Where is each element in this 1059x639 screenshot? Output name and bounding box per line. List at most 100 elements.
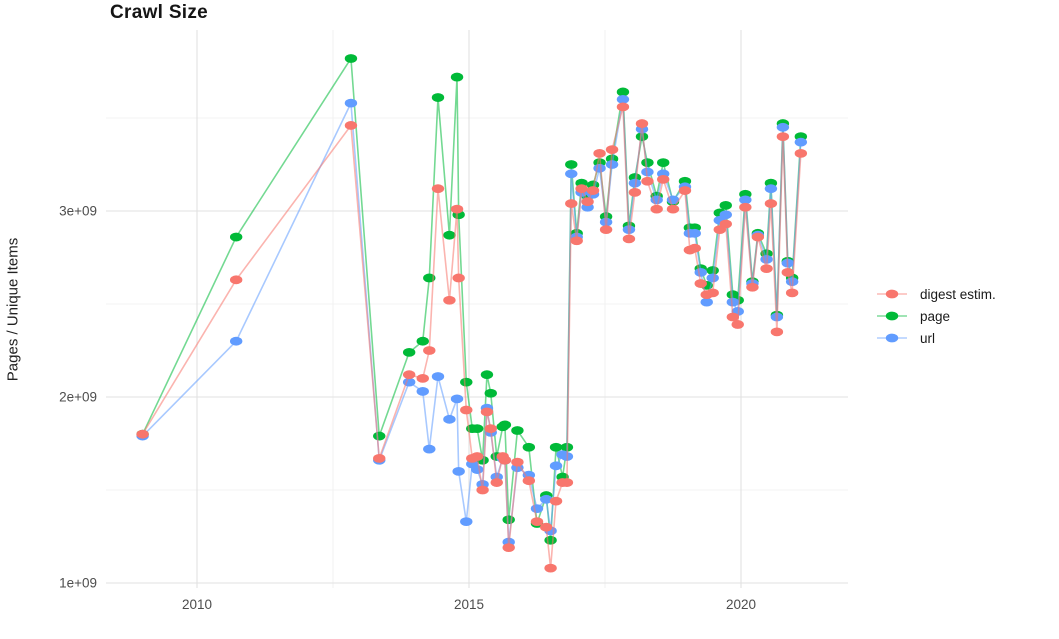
data-point-url [605,160,619,169]
legend-item-url: url [876,330,996,346]
data-point-digest-estim- [593,148,606,158]
data-point-page [431,93,445,102]
data-point-digest-estim- [776,132,790,142]
data-point-page [402,347,416,357]
data-point-digest-estim- [423,346,436,355]
data-point-url [460,517,473,527]
data-point-digest-estim- [498,455,512,465]
data-point-digest-estim- [641,176,654,186]
data-point-digest-estim- [502,543,515,553]
data-point-digest-estim- [706,288,719,298]
data-point-url [641,167,654,177]
data-point-digest-estim- [581,197,594,207]
data-point-digest-estim- [726,312,740,322]
data-point-digest-estim- [540,522,553,532]
data-point-page [450,72,464,82]
data-point-digest-estim- [688,243,701,253]
data-point-url [719,210,732,220]
data-point-digest-estim- [530,517,544,527]
data-point-digest-estim- [229,275,243,285]
data-point-digest-estim- [470,452,484,461]
y-tick-label: 2e+09 [59,390,97,405]
data-point-page [460,377,473,387]
data-point-url [229,336,243,346]
data-point-url [776,122,790,132]
data-point-digest-estim- [136,429,149,439]
chart-title: Crawl Size [110,2,209,23]
data-point-digest-estim- [450,204,464,214]
data-point-digest-estim- [635,119,649,128]
data-point-url [706,273,719,283]
data-point-digest-estim- [616,102,630,112]
data-point-url [764,184,778,194]
data-point-page [641,158,654,168]
data-point-url [694,267,707,277]
page-point-icon [877,311,907,321]
data-point-digest-estim- [344,121,358,130]
data-point-url [470,465,484,474]
data-point-page [416,336,429,346]
data-point-digest-estim- [785,288,799,298]
data-point-url [450,394,464,404]
series-line-url [142,98,802,543]
data-point-page [229,232,243,242]
data-point-page [616,87,630,97]
data-point-url [726,297,740,307]
data-point-digest-estim- [570,236,583,246]
url-point-icon [877,333,907,343]
data-point-digest-estim- [622,234,636,244]
data-point-page [657,158,670,168]
data-point-digest-estim- [760,264,773,274]
legend-item-digest: digest estim. [876,286,996,302]
data-point-digest-estim- [522,476,536,486]
y-tick-label: 3e+09 [59,204,97,219]
x-tick-label: 2010 [182,597,212,612]
data-point-digest-estim- [549,496,563,506]
data-point-page [480,370,494,380]
data-point-digest-estim- [452,273,465,283]
legend-label: page [920,308,951,324]
data-point-digest-estim- [694,279,707,288]
data-point-url [794,137,808,147]
data-point-page [565,160,578,169]
data-point-page [373,431,386,441]
data-point-digest-estim- [605,145,619,155]
data-point-page [484,388,497,398]
data-point-page [549,442,563,452]
data-point-url [628,178,642,188]
data-point-url [443,414,456,424]
data-point-digest-estim- [764,199,778,208]
x-tick-label: 2015 [454,597,484,612]
data-point-digest-estim- [476,485,489,495]
data-point-digest-estim- [650,204,663,214]
data-point-digest-estim- [794,148,808,158]
data-point-url [549,461,563,471]
data-point-url [565,169,578,179]
data-point-page [511,426,524,435]
data-point-digest-estim- [739,202,752,212]
data-point-digest-estim- [657,174,670,184]
series-line-digest-estim- [141,106,802,569]
data-point-digest-estim- [490,478,503,487]
data-point-digest-estim- [443,295,456,305]
data-point-url [530,504,544,513]
data-point-url [344,98,358,108]
data-point-page [470,424,484,434]
data-point-digest-estim- [666,204,680,214]
data-point-page [344,54,358,63]
y-tick-label: 1e+09 [59,576,97,591]
data-point-digest-estim- [719,219,732,229]
data-point-digest-estim- [599,225,613,235]
data-point-digest-estim- [586,186,600,195]
data-point-url [739,195,752,205]
chart-legend: digest estim. page url [876,286,996,346]
data-point-page [635,132,649,142]
data-point-digest-estim- [480,407,494,417]
data-point-url [540,494,553,504]
data-point-digest-estim- [431,184,445,194]
data-point-url [416,387,429,396]
data-point-digest-estim- [373,453,386,463]
data-point-url [616,95,630,104]
data-point-digest-estim- [544,563,557,573]
data-point-digest-estim- [770,327,784,337]
